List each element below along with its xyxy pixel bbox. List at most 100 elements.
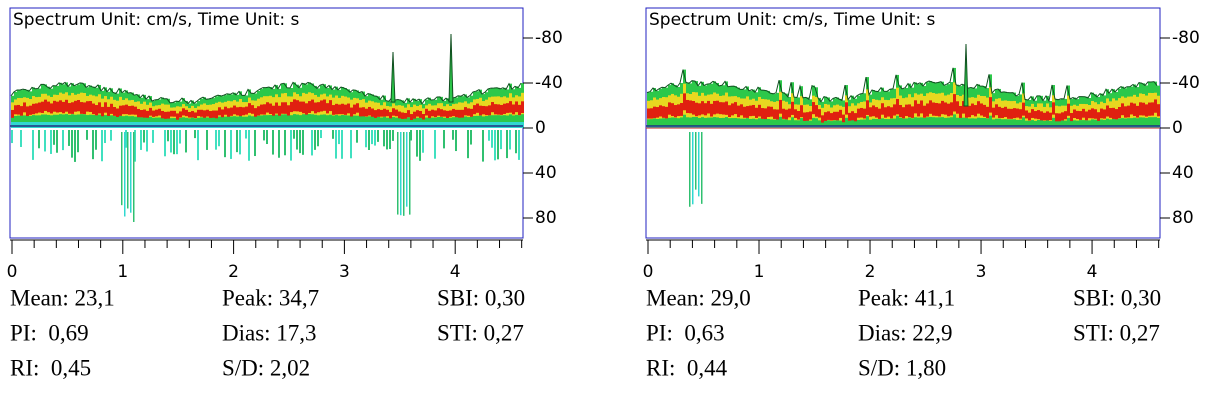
spectrum-band (14, 122, 17, 128)
spectrum-band (1037, 110, 1040, 120)
spectrum-band (848, 112, 851, 121)
spectrum-band (869, 107, 872, 117)
stat: SBI: 0,30 (1073, 285, 1161, 310)
spectrum-band (1034, 126, 1037, 128)
spectrum-band (935, 126, 938, 128)
x-tick-label: 1 (754, 262, 765, 282)
spectrum-band (452, 130, 454, 140)
spectrum-band (20, 122, 23, 128)
spectrum-band (836, 111, 839, 121)
spectrum-band (974, 126, 977, 128)
spectrum-band (479, 105, 482, 116)
spectrum-band (50, 130, 52, 154)
spectrum-band (209, 111, 212, 118)
spectrum-band (428, 122, 431, 128)
spectrum-band (521, 101, 524, 114)
spectrum-band (509, 130, 511, 150)
spectrum-band (1082, 126, 1085, 128)
spectrum-band (917, 103, 920, 117)
spectrum-envelope (646, 67, 1158, 103)
spectrum-band (503, 103, 506, 114)
spectrum-band (749, 105, 752, 117)
spectrum-band (1124, 106, 1127, 118)
spectrum-band (1142, 126, 1145, 128)
spectrum-band (119, 122, 122, 128)
spectrum-band (905, 126, 908, 128)
spectrum-band (1037, 126, 1040, 128)
spectrum-band (83, 122, 86, 128)
spectrum-band (989, 126, 992, 128)
spectrum-band (1091, 108, 1094, 119)
spectrum-band (851, 111, 854, 121)
spectrum-band (17, 122, 20, 128)
spectrum-band (1154, 126, 1157, 128)
spectrum-band (131, 122, 134, 128)
spectrum-band (1118, 107, 1121, 119)
spectrum-band (272, 130, 274, 155)
spectrum-band (197, 130, 199, 161)
spectrum-band (224, 122, 227, 128)
spectrum-band (740, 104, 743, 116)
spectrum-band (227, 122, 230, 128)
spectrum-band (734, 126, 737, 128)
spectrum-band (38, 130, 40, 149)
spectrum-band (409, 132, 411, 215)
spectrum-band (92, 103, 95, 115)
spectrum-band (767, 106, 770, 118)
spectrum-band (926, 126, 929, 128)
spectrum-band (179, 130, 181, 144)
spectrum-band (230, 122, 233, 128)
spectrum-band (467, 108, 470, 116)
spectrum-band (461, 109, 464, 118)
spectrum-band (1079, 126, 1082, 128)
spectrum-band (410, 107, 413, 119)
spectrum-band (179, 122, 182, 128)
spectrum-band (683, 93, 686, 111)
spectrum-band (140, 122, 143, 128)
spectrum-band (872, 105, 875, 117)
spectrum-band (926, 103, 929, 117)
spectrum-band (323, 99, 326, 111)
spectrum-band (143, 101, 146, 117)
spectrum-band (11, 109, 14, 118)
spectrum-band (347, 122, 350, 128)
spectrum-band (194, 122, 197, 128)
spectrum-band (245, 130, 247, 139)
spectrum-band (278, 105, 281, 116)
spectrum-band (1022, 126, 1025, 128)
spectrum-band (452, 122, 455, 128)
spectrum-band (317, 122, 320, 128)
spectrum-band (959, 105, 962, 118)
spectrum-band (371, 122, 374, 128)
spectrum-band (341, 122, 344, 128)
spectrum-band (497, 104, 500, 115)
spectrum-band (14, 105, 17, 115)
spectrum-band (782, 108, 785, 119)
spectrum-band (203, 110, 206, 118)
spectrum-band (392, 108, 395, 116)
spectrum-band (56, 101, 59, 113)
spectrum-band (743, 106, 746, 118)
spectrum-band (251, 122, 254, 128)
spectrum-band (887, 126, 890, 128)
spectrum-band (1013, 108, 1016, 119)
spectrum-band (437, 122, 440, 128)
spectrum-band (1115, 126, 1118, 128)
spectrum-band (656, 107, 659, 118)
spectrum-band (404, 107, 407, 119)
spectrum-band (446, 122, 449, 128)
spectrum-band (845, 126, 848, 128)
spectrum-band (107, 106, 110, 116)
spectrum-band (941, 100, 944, 115)
spectrum-band (797, 126, 800, 128)
spectrum-band (11, 130, 13, 144)
spectrum-band (143, 130, 145, 143)
spectrum-band (320, 122, 323, 128)
spectrum-band (248, 103, 251, 113)
spectrum-band (998, 126, 1001, 128)
spectrum-band (137, 108, 140, 118)
spectrum-band (1127, 105, 1130, 118)
spectrum-band (437, 108, 440, 116)
spectrum-band (413, 122, 416, 128)
